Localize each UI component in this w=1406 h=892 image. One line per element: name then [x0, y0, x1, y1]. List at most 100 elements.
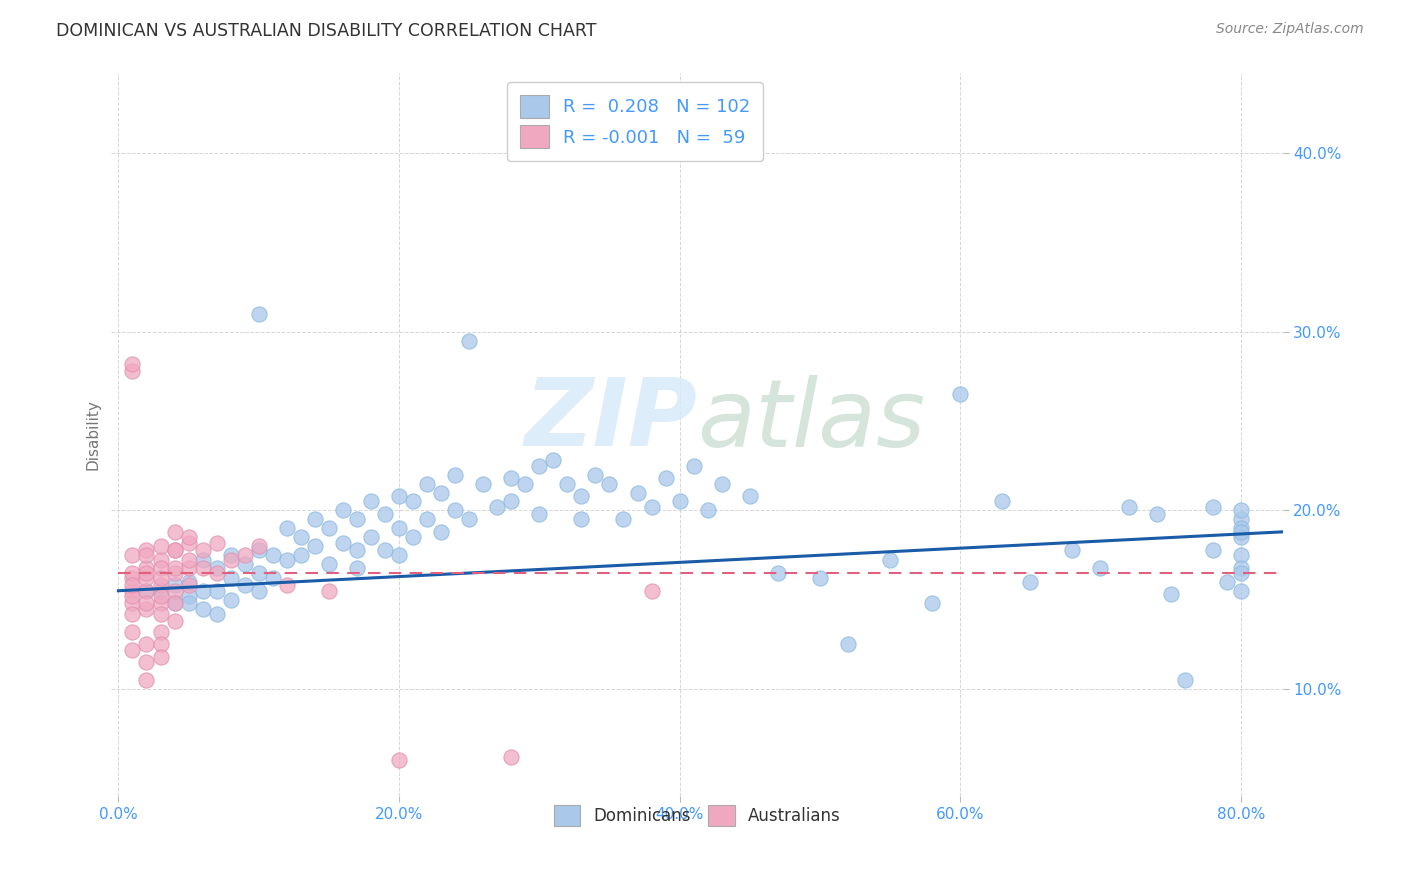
Point — [149, 539, 172, 553]
Point — [318, 521, 340, 535]
Point — [374, 507, 396, 521]
Point — [177, 578, 200, 592]
Point — [430, 485, 453, 500]
Point — [135, 583, 157, 598]
Point — [1229, 560, 1251, 574]
Point — [290, 530, 312, 544]
Point — [529, 507, 551, 521]
Point — [444, 503, 467, 517]
Point — [1118, 500, 1140, 514]
Point — [332, 535, 354, 549]
Point — [247, 566, 270, 580]
Point — [233, 548, 256, 562]
Point — [191, 553, 214, 567]
Point — [515, 476, 537, 491]
Point — [346, 512, 368, 526]
Point — [921, 596, 943, 610]
Point — [402, 530, 425, 544]
Point — [191, 583, 214, 598]
Point — [177, 560, 200, 574]
Point — [668, 494, 690, 508]
Point — [276, 578, 298, 592]
Point — [177, 535, 200, 549]
Point — [205, 535, 228, 549]
Point — [710, 476, 733, 491]
Point — [1202, 500, 1225, 514]
Point — [1062, 542, 1084, 557]
Point — [219, 592, 242, 607]
Point — [177, 596, 200, 610]
Point — [501, 494, 523, 508]
Point — [304, 539, 326, 553]
Point — [501, 471, 523, 485]
Point — [318, 557, 340, 571]
Point — [486, 500, 509, 514]
Point — [991, 494, 1014, 508]
Point — [149, 553, 172, 567]
Point — [163, 583, 186, 598]
Point — [640, 583, 662, 598]
Point — [1019, 574, 1042, 589]
Point — [121, 357, 143, 371]
Point — [571, 512, 593, 526]
Point — [388, 548, 411, 562]
Point — [1229, 521, 1251, 535]
Point — [1090, 560, 1112, 574]
Point — [501, 749, 523, 764]
Point — [416, 512, 439, 526]
Point — [163, 596, 186, 610]
Point — [191, 560, 214, 574]
Point — [318, 583, 340, 598]
Point — [149, 637, 172, 651]
Point — [205, 566, 228, 580]
Point — [149, 578, 172, 592]
Point — [557, 476, 579, 491]
Point — [879, 553, 901, 567]
Point — [149, 624, 172, 639]
Point — [1229, 512, 1251, 526]
Point — [529, 458, 551, 473]
Point — [402, 494, 425, 508]
Point — [149, 607, 172, 621]
Point — [163, 524, 186, 539]
Point — [416, 476, 439, 491]
Point — [276, 553, 298, 567]
Point — [121, 548, 143, 562]
Point — [205, 607, 228, 621]
Y-axis label: Disability: Disability — [86, 399, 100, 470]
Point — [1229, 530, 1251, 544]
Point — [430, 524, 453, 539]
Point — [626, 485, 648, 500]
Point — [374, 542, 396, 557]
Point — [177, 530, 200, 544]
Point — [163, 542, 186, 557]
Text: atlas: atlas — [697, 375, 925, 466]
Text: DOMINICAN VS AUSTRALIAN DISABILITY CORRELATION CHART: DOMINICAN VS AUSTRALIAN DISABILITY CORRE… — [56, 22, 596, 40]
Point — [1229, 566, 1251, 580]
Point — [121, 624, 143, 639]
Point — [121, 364, 143, 378]
Point — [135, 560, 157, 574]
Point — [135, 601, 157, 615]
Point — [1229, 524, 1251, 539]
Point — [1229, 583, 1251, 598]
Point — [205, 560, 228, 574]
Text: Source: ZipAtlas.com: Source: ZipAtlas.com — [1216, 22, 1364, 37]
Point — [135, 583, 157, 598]
Point — [177, 574, 200, 589]
Point — [696, 503, 718, 517]
Point — [219, 553, 242, 567]
Point — [276, 521, 298, 535]
Point — [247, 583, 270, 598]
Point — [163, 566, 186, 580]
Point — [135, 566, 157, 580]
Point — [233, 578, 256, 592]
Point — [1202, 542, 1225, 557]
Point — [1229, 548, 1251, 562]
Point — [543, 453, 565, 467]
Point — [472, 476, 495, 491]
Point — [1160, 587, 1182, 601]
Point — [135, 637, 157, 651]
Point — [135, 542, 157, 557]
Point — [360, 530, 382, 544]
